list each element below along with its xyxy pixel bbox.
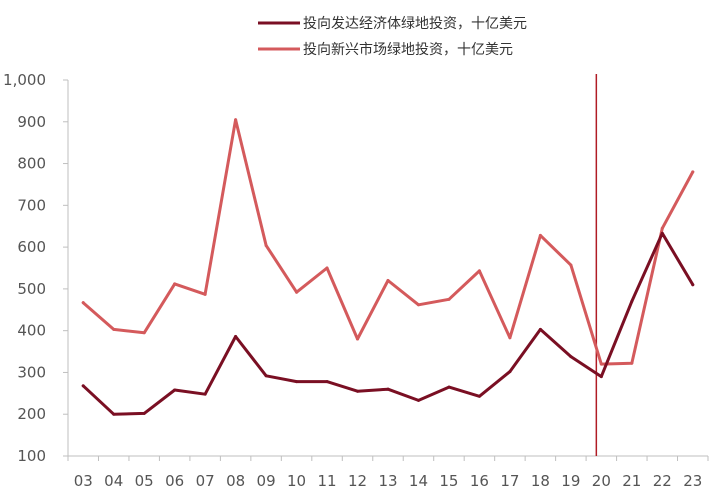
series-line-1 bbox=[81, 118, 695, 366]
series-1-point bbox=[386, 279, 390, 283]
series-0-point bbox=[508, 370, 512, 374]
y-tick-label: 700 bbox=[17, 196, 46, 214]
legend-label-developed: 投向发达经济体绿地投资，十亿美元 bbox=[303, 16, 527, 32]
series-1-point bbox=[173, 282, 177, 286]
series-0-point bbox=[264, 374, 268, 378]
x-tick-label: 05 bbox=[135, 472, 154, 490]
series-0-point bbox=[142, 411, 146, 415]
series-0-point bbox=[173, 388, 177, 392]
legend-label-emerging: 投向新兴市场绿地投资，十亿美元 bbox=[303, 41, 513, 58]
series-0-point bbox=[477, 394, 481, 398]
legend: 投向发达经济体绿地投资，十亿美元 投向新兴市场绿地投资，十亿美元 bbox=[258, 16, 527, 58]
x-tick-label: 06 bbox=[165, 472, 184, 490]
series-0-point bbox=[691, 283, 695, 287]
series-0-point bbox=[416, 398, 420, 402]
series-1-point bbox=[295, 290, 299, 294]
y-tick-label: 600 bbox=[17, 238, 46, 256]
series-1-point bbox=[234, 118, 238, 122]
series-1-point bbox=[477, 269, 481, 273]
y-tick-label: 1,000 bbox=[3, 71, 46, 89]
series-0-point bbox=[569, 355, 573, 359]
x-tick-label: 21 bbox=[622, 472, 641, 490]
x-tick-label: 14 bbox=[409, 472, 428, 490]
x-tick-label: 17 bbox=[500, 472, 519, 490]
x-tick-label: 03 bbox=[74, 472, 93, 490]
series-1-point bbox=[691, 170, 695, 174]
series-1-point bbox=[356, 337, 360, 341]
series-0-point bbox=[538, 327, 542, 331]
x-tick-label: 18 bbox=[531, 472, 550, 490]
series-0-point bbox=[356, 389, 360, 393]
series-0-point bbox=[325, 380, 329, 384]
series-0-point bbox=[660, 231, 664, 235]
y-tick-label: 100 bbox=[17, 447, 46, 465]
series-0-point bbox=[630, 299, 634, 303]
x-tick-label: 23 bbox=[683, 472, 702, 490]
y-tick-label: 800 bbox=[17, 155, 46, 173]
x-tick-label: 09 bbox=[257, 472, 276, 490]
x-tick-label: 12 bbox=[348, 472, 367, 490]
x-tick-label: 10 bbox=[287, 472, 306, 490]
series-1-point bbox=[325, 266, 329, 270]
x-tick-label: 15 bbox=[439, 472, 458, 490]
series-1-point bbox=[81, 301, 85, 305]
series-group bbox=[81, 118, 695, 416]
series-1-point bbox=[630, 361, 634, 365]
y-tick-label: 900 bbox=[17, 113, 46, 131]
series-1-point bbox=[508, 336, 512, 340]
series-1-point bbox=[447, 297, 451, 301]
series-1-point bbox=[538, 233, 542, 237]
x-tick-label: 08 bbox=[226, 472, 245, 490]
x-tick-label: 22 bbox=[653, 472, 672, 490]
series-line-0 bbox=[81, 231, 695, 416]
x-tick-label: 19 bbox=[561, 472, 580, 490]
x-tick-label: 20 bbox=[592, 472, 611, 490]
series-1-point bbox=[660, 226, 664, 230]
y-tick-label: 300 bbox=[17, 363, 46, 381]
series-0-point bbox=[234, 335, 238, 339]
series-1-point bbox=[599, 362, 603, 366]
series-1-point bbox=[112, 327, 116, 331]
x-tick-label: 16 bbox=[470, 472, 489, 490]
y-tick-label: 500 bbox=[17, 280, 46, 298]
x-tick-label: 11 bbox=[318, 472, 337, 490]
series-1-point bbox=[142, 331, 146, 335]
x-tick-label: 07 bbox=[196, 472, 215, 490]
series-0-point bbox=[203, 392, 207, 396]
series-0-point bbox=[447, 385, 451, 389]
y-tick-labels: 100 200 300 400 500 600 700 800 900 1,000 bbox=[3, 71, 68, 465]
series-1-point bbox=[569, 263, 573, 267]
series-0-point bbox=[599, 375, 603, 379]
y-tick-label: 200 bbox=[17, 405, 46, 423]
x-tick-labels: 03 04 05 06 07 08 09 10 11 12 13 14 15 16 17 18 19 20 21 22… bbox=[67, 456, 709, 490]
series-0-point bbox=[81, 384, 85, 388]
x-tick-label: 04 bbox=[104, 472, 123, 490]
series-0-point bbox=[112, 412, 116, 416]
series-1-point bbox=[264, 243, 268, 247]
series-1-point bbox=[416, 303, 420, 307]
series-1-point bbox=[203, 292, 207, 296]
series-0-point bbox=[386, 387, 390, 391]
x-tick-label: 13 bbox=[378, 472, 397, 490]
series-0-point bbox=[295, 380, 299, 384]
y-tick-label: 400 bbox=[17, 322, 46, 340]
